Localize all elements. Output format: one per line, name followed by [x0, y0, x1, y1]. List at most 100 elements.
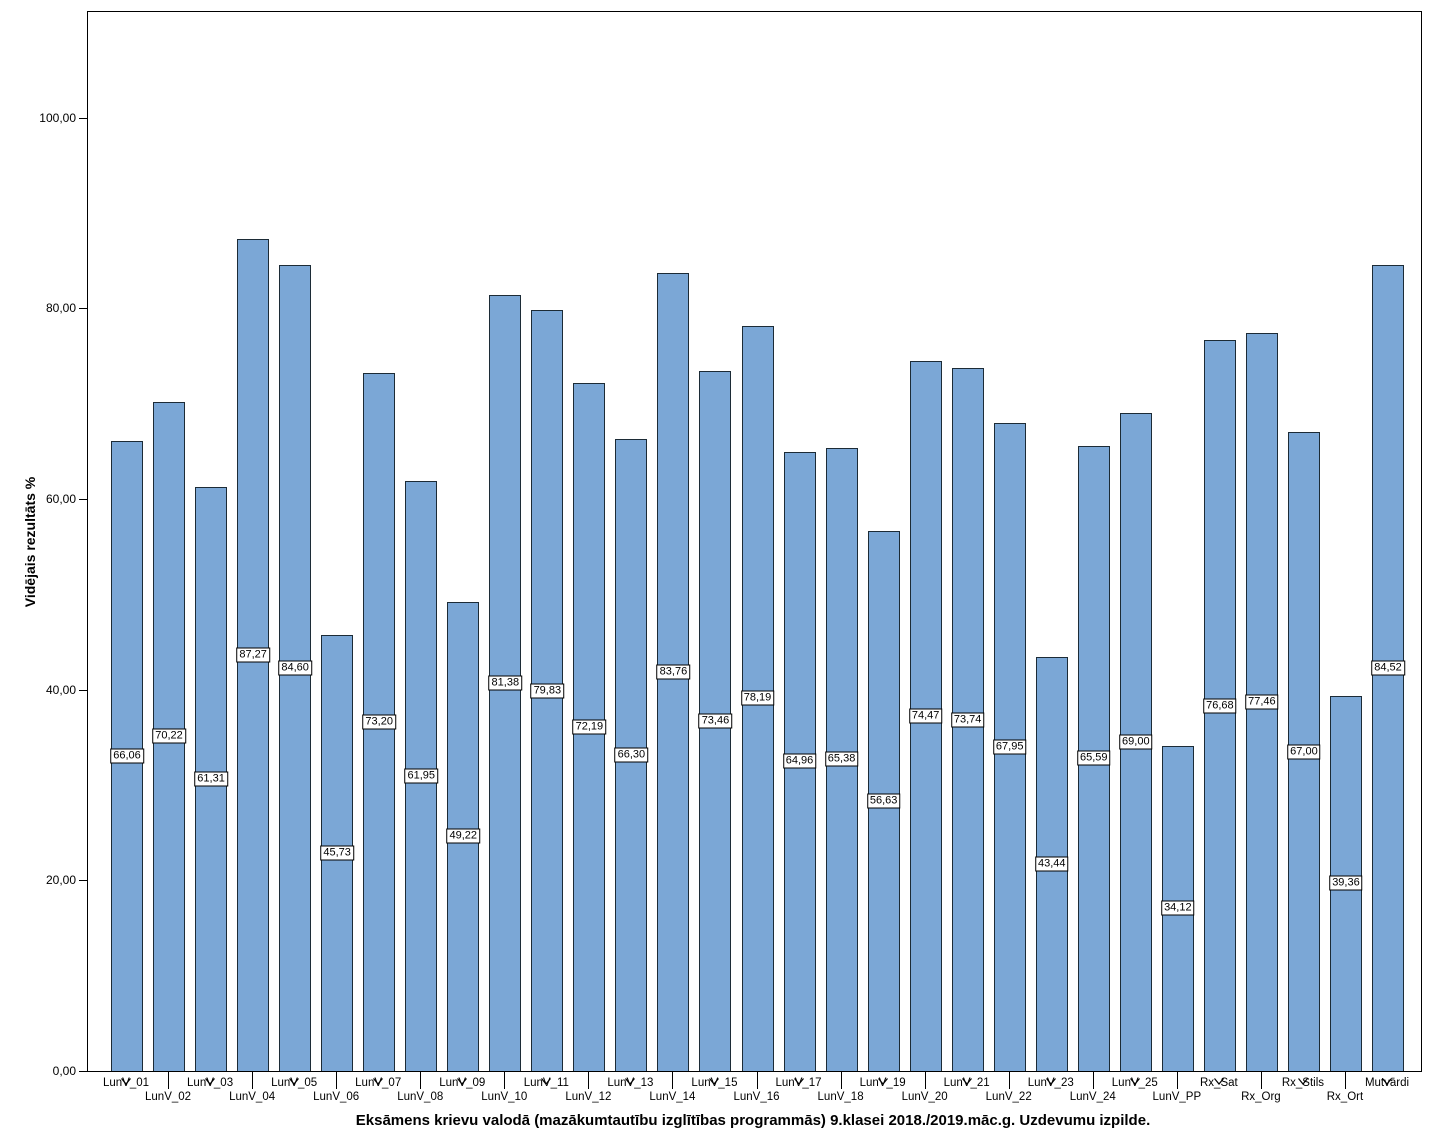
- x-axis-caret-tick: [121, 1072, 131, 1090]
- y-tick-label: 80,00: [45, 301, 76, 316]
- bar-value-label: 73,46: [698, 713, 733, 729]
- x-tick-label: LunV_22: [985, 1091, 1032, 1103]
- bar-value-label: 70,22: [152, 728, 186, 744]
- x-tick-label: LunV_08: [397, 1091, 444, 1103]
- y-tick-label: 20,00: [45, 873, 76, 888]
- x-axis-tick: [1344, 1071, 1346, 1089]
- bar-value-label: 67,95: [992, 739, 1027, 755]
- x-axis-caret-tick: [205, 1072, 216, 1090]
- plot-area: 66,06 70,22 61,31 87,27 84,60 45,73 73,20 61,95…: [87, 11, 1422, 1072]
- x-axis-tick: [840, 1071, 842, 1089]
- x-axis-caret-tick: [793, 1072, 804, 1090]
- x-axis-caret-tick: [457, 1072, 468, 1090]
- bar-value-label: 78,19: [740, 690, 775, 706]
- bar-value-label: 49,22: [446, 828, 481, 844]
- y-tick-label: 0,00: [52, 1064, 76, 1078]
- bar-value-label: 87,27: [236, 647, 270, 663]
- x-tick-label: LunV_21: [943, 1077, 990, 1089]
- x-tick-label: LunV_07: [355, 1077, 402, 1089]
- x-axis-tick: [756, 1071, 758, 1089]
- x-tick-label: LunV_15: [691, 1077, 738, 1089]
- x-axis-caret-tick: [289, 1072, 300, 1090]
- x-axis-caret-tick: [877, 1072, 888, 1090]
- x-axis-tick: [924, 1071, 926, 1089]
- bar-value-label: 77,46: [1245, 694, 1279, 710]
- x-tick-label: Rx_Stils: [1281, 1077, 1325, 1089]
- bar-value-label: 76,68: [1203, 698, 1237, 714]
- x-axis-tick: [504, 1071, 506, 1089]
- bar-value-label: 84,60: [278, 660, 312, 676]
- y-axis-tick: [79, 1071, 87, 1072]
- bar-value-label: 83,76: [656, 664, 691, 680]
- bar-value-label: 61,95: [404, 768, 438, 784]
- x-axis-tick: [1092, 1071, 1094, 1089]
- x-tick-label: LunV_16: [733, 1091, 780, 1103]
- x-tick-label: LunV_09: [439, 1077, 486, 1089]
- x-axis-tick: [672, 1071, 674, 1089]
- x-tick-label: LunV_20: [901, 1091, 948, 1103]
- bar-value-label: 65,38: [824, 751, 859, 767]
- x-tick-label: LunV_25: [1111, 1077, 1158, 1089]
- x-tick-label: LunV_05: [271, 1077, 318, 1089]
- bar-value-label: 67,00: [1287, 744, 1321, 760]
- x-tick-label: LunV_04: [229, 1091, 276, 1103]
- bar-value-label: 39,36: [1329, 875, 1363, 891]
- x-axis-tick: [1008, 1071, 1010, 1089]
- x-tick-label: LunV_18: [817, 1091, 864, 1103]
- bar-value-label: 34,12: [1161, 900, 1195, 916]
- x-axis-caret-tick: [1045, 1072, 1056, 1090]
- y-axis-tick: [79, 499, 87, 501]
- bar-value-label: 81,38: [488, 675, 523, 691]
- x-axis-caret-tick: [709, 1072, 720, 1090]
- y-axis-tick: [79, 689, 87, 691]
- x-tick-label: LunV_02: [145, 1091, 192, 1103]
- x-tick-label: Rx_Ort: [1326, 1091, 1364, 1103]
- bar-value-label: 73,74: [950, 712, 985, 728]
- x-tick-label: LunV_17: [775, 1077, 822, 1089]
- x-axis-tick: [420, 1071, 422, 1089]
- x-axis-caret-tick: [1382, 1072, 1392, 1090]
- x-tick-label: Rx_Org: [1241, 1091, 1281, 1103]
- x-axis-tick: [168, 1071, 170, 1089]
- bar-value-label: 56,63: [866, 793, 901, 809]
- x-axis-caret-tick: [1129, 1072, 1140, 1090]
- x-tick-label: LunV_03: [187, 1077, 234, 1089]
- bar-value-label: 74,47: [908, 708, 943, 724]
- x-tick-label: LunV_19: [859, 1077, 906, 1089]
- bar-value-label: 84,52: [1371, 660, 1405, 676]
- x-tick-label: LunV_14: [649, 1091, 696, 1103]
- bar-value-label: 45,73: [320, 845, 354, 861]
- x-tick-label: LunV_01: [102, 1077, 150, 1089]
- x-tick-label: LunV_13: [607, 1077, 654, 1089]
- y-axis-tick: [79, 880, 87, 882]
- x-tick-label: LunV_12: [565, 1091, 612, 1103]
- x-tick-label: LunV_24: [1069, 1091, 1116, 1103]
- y-axis-tick: [79, 117, 87, 119]
- x-tick-label: Mutvārdi: [1364, 1077, 1410, 1089]
- x-tick-label: LunV_11: [523, 1077, 569, 1089]
- bar-value-label: 72,19: [572, 719, 607, 735]
- bar-value-label: 43,44: [1034, 856, 1069, 872]
- x-axis-caret-tick: [1297, 1072, 1308, 1090]
- x-tick-label: Rx_Sat: [1200, 1077, 1238, 1089]
- x-axis-caret-tick: [961, 1072, 972, 1090]
- bar-value-label: 79,83: [530, 683, 565, 699]
- bar-value-label: 66,06: [110, 748, 144, 764]
- bar-value-label: 61,31: [194, 771, 228, 787]
- x-axis-tick: [1176, 1071, 1178, 1089]
- x-axis-tick: [588, 1071, 590, 1089]
- x-tick-label: LunV_10: [481, 1091, 528, 1103]
- x-axis-caret-tick: [625, 1072, 636, 1090]
- x-tick-label: LunV_23: [1027, 1077, 1074, 1089]
- bar-value-label: 73,20: [362, 714, 396, 730]
- y-tick-label: 60,00: [45, 492, 76, 507]
- bar-value-label: 69,00: [1119, 734, 1153, 750]
- bar-value-label: 66,30: [614, 747, 649, 763]
- bar-value-label: 64,96: [782, 753, 817, 769]
- x-axis-tick: [1260, 1071, 1262, 1089]
- y-axis-tick: [79, 308, 87, 310]
- x-axis-tick: [252, 1071, 254, 1089]
- x-tick-label: LunV_PP: [1152, 1091, 1202, 1103]
- chart-title: Eksāmens krievu valodā (mazākumtautību i…: [355, 1112, 1151, 1129]
